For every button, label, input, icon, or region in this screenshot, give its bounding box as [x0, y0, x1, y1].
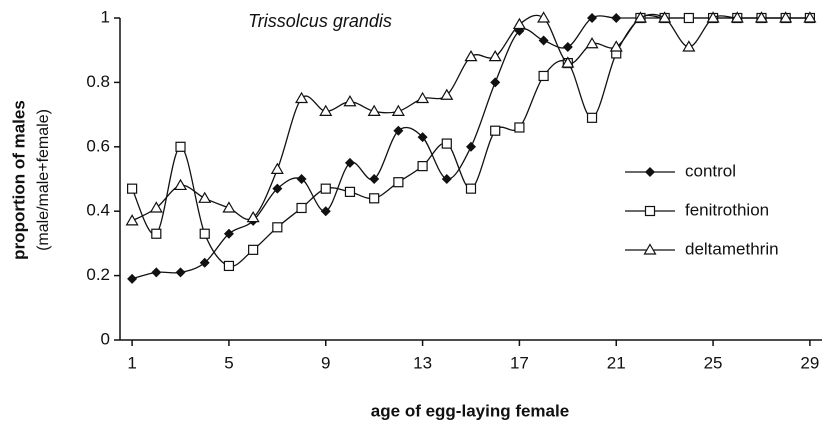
marker — [198, 191, 212, 203]
marker — [441, 138, 452, 149]
marker — [173, 178, 188, 191]
marker — [296, 202, 307, 214]
y-tick-label: 1 — [101, 7, 110, 26]
marker — [343, 95, 357, 107]
legend-label: deltamethrin — [685, 239, 779, 258]
marker — [416, 91, 430, 104]
marker — [514, 122, 525, 133]
marker — [246, 210, 260, 223]
marker — [464, 49, 478, 62]
x-tick-label: 17 — [510, 353, 529, 372]
y-tick-label: 0.6 — [86, 136, 110, 155]
marker — [586, 112, 598, 123]
marker — [151, 228, 162, 239]
marker — [488, 49, 502, 62]
x-tick-label: 1 — [127, 353, 136, 372]
marker — [175, 267, 186, 278]
marker — [149, 201, 163, 213]
marker — [754, 11, 769, 23]
marker — [270, 162, 284, 174]
marker — [248, 244, 259, 255]
marker — [127, 273, 138, 284]
marker — [391, 104, 405, 116]
marker — [127, 183, 138, 194]
marker — [611, 13, 622, 23]
marker — [344, 186, 356, 197]
marker — [490, 77, 501, 88]
marker — [537, 11, 551, 23]
marker — [272, 222, 283, 233]
marker — [222, 201, 236, 213]
marker — [367, 104, 381, 116]
marker — [658, 11, 672, 23]
legend-marker — [645, 167, 655, 177]
x-tick-label: 13 — [413, 353, 432, 372]
marker — [272, 183, 283, 194]
marker — [320, 206, 331, 217]
marker — [512, 17, 526, 30]
marker — [490, 125, 501, 136]
marker — [319, 104, 333, 116]
marker — [633, 11, 647, 23]
marker — [125, 214, 139, 226]
marker — [223, 260, 235, 272]
marker — [417, 132, 428, 143]
marker — [344, 157, 355, 168]
marker — [441, 174, 452, 184]
y-tick-label: 0.8 — [86, 72, 110, 91]
x-tick-label: 25 — [704, 353, 723, 372]
x-tick-label: 9 — [321, 353, 330, 372]
chart-title: Trissolcus grandis — [248, 11, 392, 31]
marker — [199, 228, 210, 239]
marker — [562, 41, 573, 52]
marker — [440, 88, 454, 100]
marker — [538, 70, 549, 82]
y-tick-label: 0.2 — [86, 265, 110, 284]
marker — [587, 13, 598, 23]
legend-marker — [644, 205, 656, 217]
x-tick-label: 5 — [224, 353, 233, 372]
marker — [151, 267, 162, 278]
legend-label: control — [685, 161, 736, 180]
marker — [682, 40, 696, 52]
marker — [417, 161, 428, 172]
x-tick-label: 21 — [607, 353, 626, 372]
marker — [585, 37, 599, 49]
x-axis-label: age of egg-laying female — [371, 401, 569, 420]
marker — [295, 91, 309, 104]
marker — [609, 40, 623, 52]
marker — [465, 183, 477, 194]
legend-marker — [643, 243, 657, 255]
y-tick-label: 0 — [101, 329, 110, 348]
y-tick-label: 0.4 — [86, 201, 110, 220]
marker — [706, 11, 720, 23]
marker — [199, 257, 210, 268]
marker — [369, 193, 380, 204]
marker — [393, 125, 404, 136]
marker — [320, 183, 331, 194]
marker — [803, 11, 817, 23]
marker — [538, 35, 549, 46]
x-tick-label: 29 — [800, 353, 819, 372]
legend-label: fenitrothion — [685, 200, 769, 219]
y-axis-sublabel: (male/male+female) — [35, 109, 52, 251]
marker — [369, 174, 380, 184]
marker — [730, 11, 744, 23]
marker — [466, 141, 476, 152]
marker — [393, 177, 404, 188]
marker — [175, 141, 186, 152]
marker — [296, 174, 307, 184]
marker — [779, 11, 793, 23]
marker — [561, 56, 575, 68]
marker — [683, 12, 694, 24]
y-axis-label: proportion of males — [9, 100, 28, 260]
marker — [223, 228, 234, 239]
